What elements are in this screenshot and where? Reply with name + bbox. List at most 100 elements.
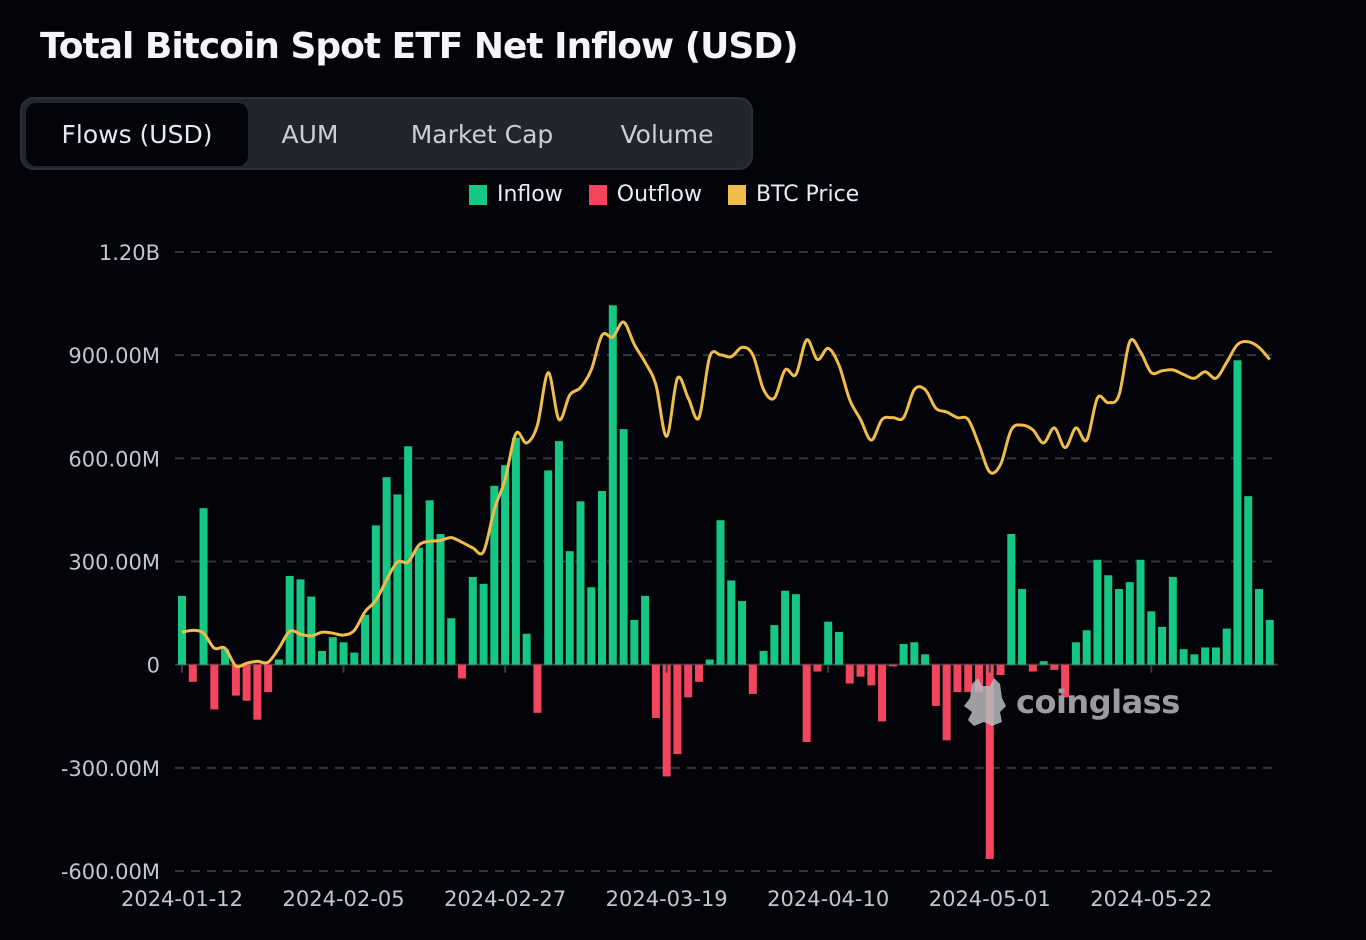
inflow-bar (630, 619, 639, 665)
outflow-bar (748, 664, 757, 694)
y-tick-label: -600.00M (61, 860, 160, 884)
inflow-bar (425, 500, 434, 665)
inflow-bar (716, 520, 725, 665)
legend-label: BTC Price (755, 182, 860, 207)
price-swatch (727, 184, 746, 205)
inflow-bar (770, 625, 779, 665)
y-tick-label: 1.20B (99, 241, 160, 265)
outflow-bar (684, 664, 693, 698)
x-tick-label: 2024-01-12 (121, 887, 243, 911)
inflow-bar (587, 587, 596, 665)
outflow-bar (996, 664, 1005, 675)
inflow-bar (576, 501, 585, 665)
inflow-bar (1233, 360, 1242, 665)
outflow-bar (813, 664, 822, 672)
inflow-bar (565, 551, 574, 665)
inflow-bar (178, 595, 186, 665)
x-tick-label: 2024-04-10 (767, 887, 889, 911)
inflow-bar (371, 525, 380, 665)
tab-market-cap[interactable]: Market Cap (410, 120, 554, 149)
inflow-bar (1255, 589, 1263, 665)
inflow-bar (1265, 619, 1274, 665)
outflow-bar (188, 664, 197, 682)
inflow-bar (791, 594, 800, 665)
inflow-bar (307, 596, 316, 665)
outflow-bar (533, 664, 542, 713)
outflow-bar (802, 664, 811, 743)
tab-volume[interactable]: Volume (620, 120, 714, 149)
inflow-bar (1168, 576, 1177, 665)
inflow-bar (834, 631, 843, 665)
inflow-bar (1071, 642, 1080, 665)
outflow-bar (231, 664, 240, 696)
outflow-bar (1061, 664, 1070, 698)
y-tick-label: -300.00M (61, 757, 160, 781)
outflow-bar (878, 664, 887, 722)
inflow-bar (199, 508, 208, 665)
btc-price-line (181, 320, 1271, 669)
legend-inflow[interactable]: Inflow (469, 182, 563, 207)
outflow-bar (242, 664, 251, 701)
inflow-bar (285, 575, 294, 665)
inflow-bar (910, 642, 919, 665)
inflow-bar (781, 590, 790, 665)
outflow-swatch (588, 184, 607, 205)
inflow-bar (328, 637, 337, 665)
inflow-bar (1018, 589, 1027, 665)
inflow-bar (501, 465, 510, 665)
inflow-bar (1211, 647, 1220, 665)
inflow-bar (705, 659, 714, 665)
inflow-bar (404, 446, 413, 665)
inflow-bar (1147, 611, 1156, 665)
inflow-bar (296, 579, 305, 665)
inflow-bar (641, 595, 650, 665)
x-tick-label: 2024-02-27 (444, 887, 566, 911)
inflow-bar (479, 583, 488, 665)
legend-label: Inflow (497, 182, 563, 207)
tab-aum[interactable]: AUM (281, 120, 339, 149)
coinglass-watermark: coinglass (962, 676, 1180, 728)
inflow-bar (1179, 649, 1188, 665)
tab-flows[interactable]: Flows (USD) (26, 103, 248, 166)
outflow-bar (253, 664, 262, 720)
outflow-bar (867, 664, 876, 686)
coinglass-logo-icon (964, 678, 1006, 726)
outflow-bar (931, 664, 940, 706)
outflow-bar (210, 664, 219, 710)
outflow-bar (673, 664, 682, 755)
inflow-bar (608, 305, 617, 665)
legend-outflow[interactable]: Outflow (588, 182, 702, 207)
inflow-bar (1093, 559, 1102, 665)
inflow-bar (1082, 630, 1091, 665)
inflow-bar (1201, 647, 1210, 665)
inflow-bar (393, 494, 402, 665)
legend-btc-price[interactable]: BTC Price (727, 182, 860, 207)
outflow-bar (974, 664, 983, 693)
y-tick-label: 0 (147, 654, 160, 678)
inflow-bar (1190, 654, 1199, 665)
inflow-bar (468, 576, 477, 665)
inflow-bar (1114, 589, 1123, 665)
inflow-bar (1136, 559, 1145, 665)
outflow-bar (651, 664, 660, 718)
inflow-bar (221, 649, 230, 665)
outflow-bar (888, 664, 897, 667)
inflow-bar (759, 650, 768, 665)
outflow-bar (662, 664, 671, 777)
outflow-bar (942, 664, 951, 741)
inflow-bar (1104, 575, 1113, 665)
inflow-bar (522, 633, 531, 665)
inflow-bar (350, 652, 359, 665)
inflow-bar (1244, 496, 1253, 665)
inflow-bar (339, 642, 348, 665)
outflow-bar (985, 664, 994, 859)
y-tick-label: 600.00M (68, 447, 160, 471)
inflow-bar (1125, 582, 1134, 665)
outflow-bar (458, 664, 467, 679)
outflow-bar (1028, 664, 1037, 672)
watermark-text: coinglass (1016, 683, 1180, 721)
x-tick-label: 2024-05-22 (1090, 887, 1212, 911)
inflow-swatch (469, 184, 487, 205)
outflow-bar (1050, 664, 1059, 670)
chart-tabs: Flows (USD) AUM Market Cap Volume (20, 97, 753, 170)
